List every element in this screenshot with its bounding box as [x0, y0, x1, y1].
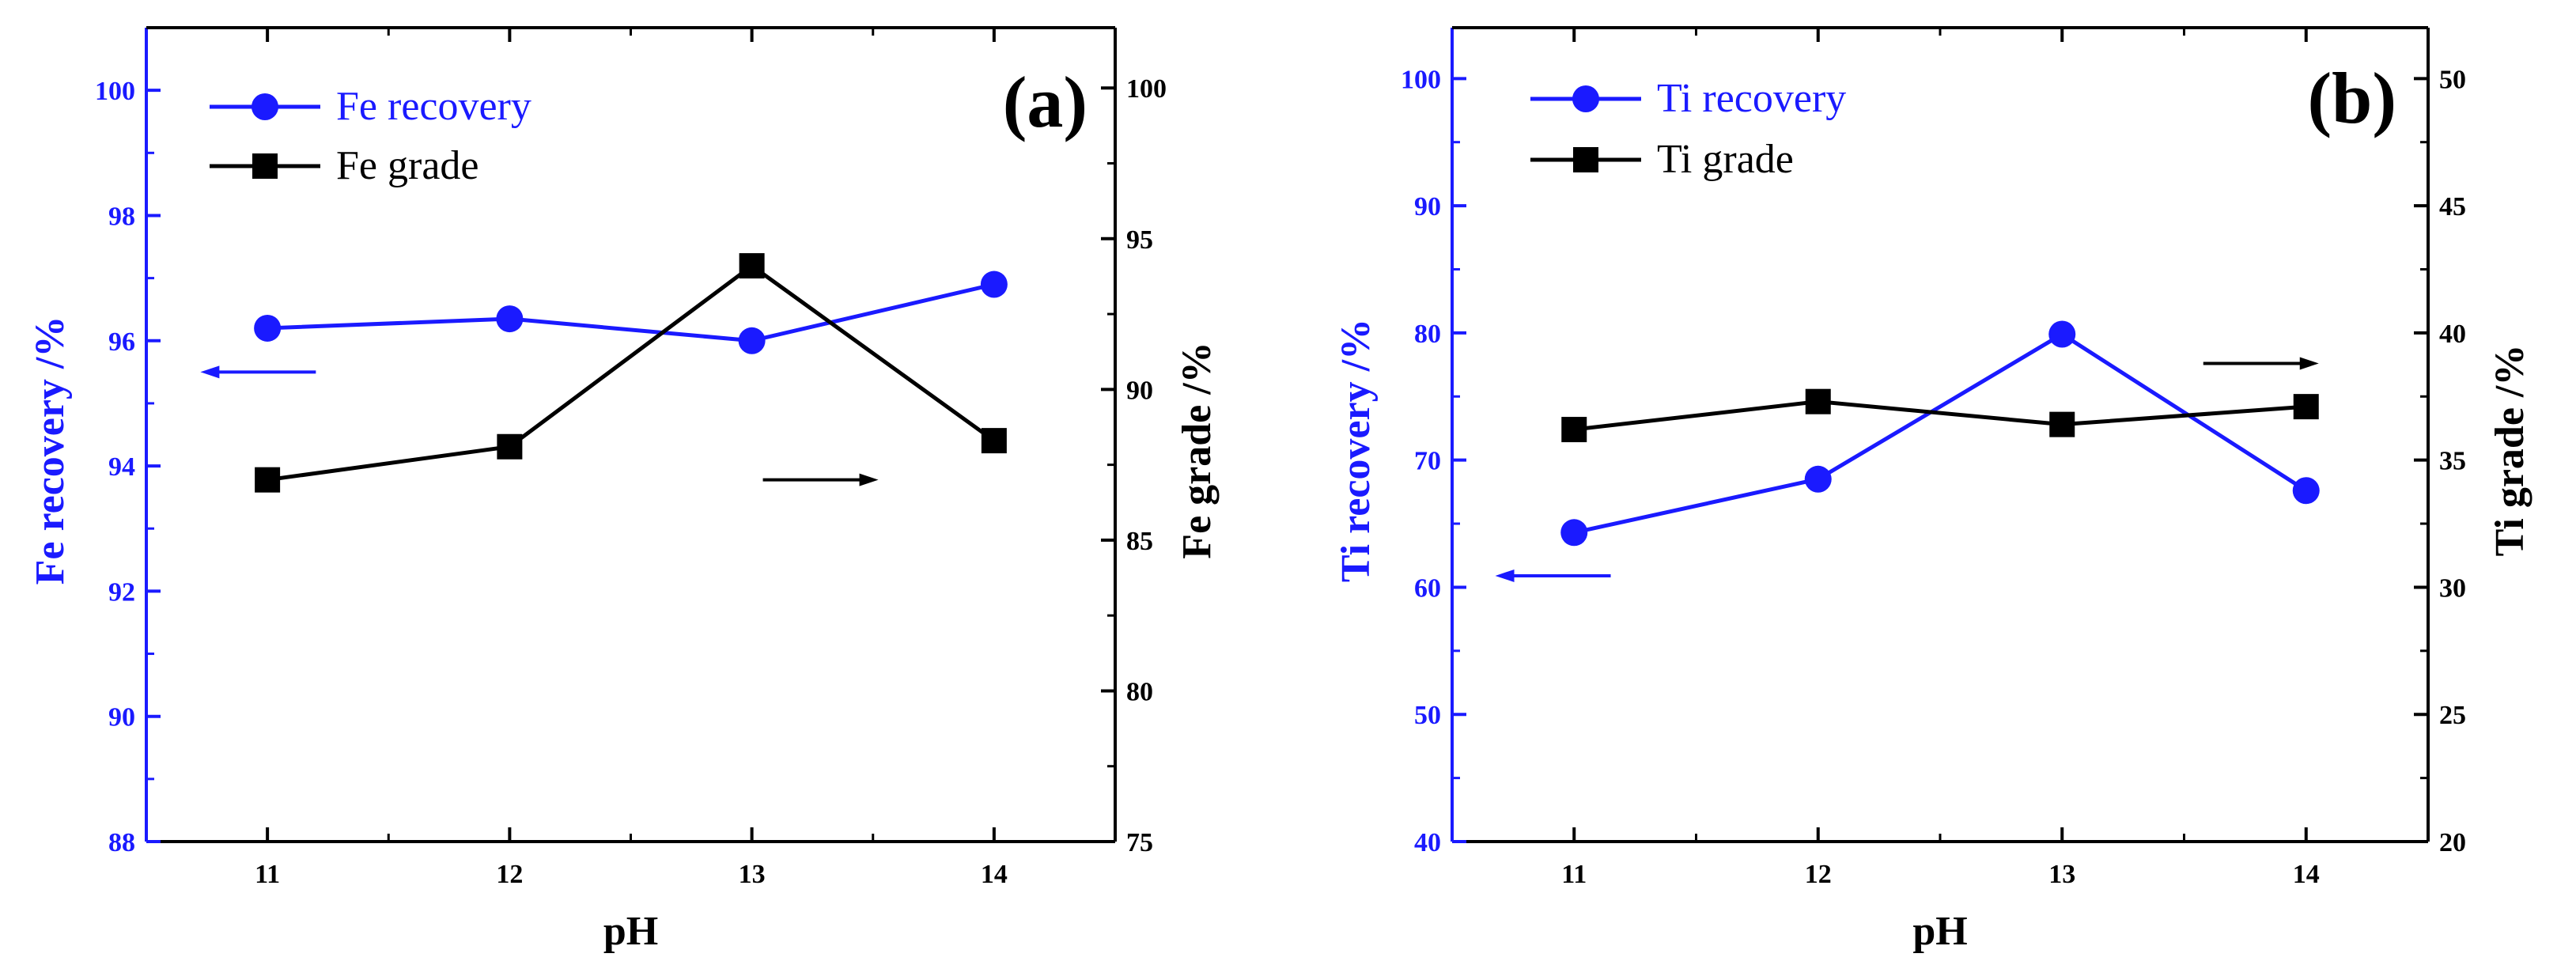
legend-label: Fe grade [336, 143, 479, 188]
legend-label: Ti grade [1657, 137, 1794, 182]
panel-label: (a) [1003, 62, 1088, 142]
y-left-tick-label: 60 [1414, 573, 1441, 603]
data-point-ti-grade [2049, 411, 2075, 437]
y-right-tick-label: 95 [1126, 225, 1153, 255]
x-tick-label: 12 [1805, 860, 1832, 889]
legend-marker [252, 153, 278, 179]
data-point-ti-grade [2293, 394, 2319, 420]
y-right-tick-label: 20 [2439, 828, 2466, 857]
legend-label: Ti recovery [1657, 76, 1846, 121]
data-point-ti-grade [1805, 388, 1831, 414]
y-left-tick-label: 100 [95, 77, 135, 106]
data-point-fe-recovery [254, 314, 282, 342]
chart-panel-a: 11 12 13 14 88 90 92 94 96 98 100 75 80 85 90 95 100 pH Fe… [28, 26, 1220, 954]
y-left-axis-label: Ti recovery /% [1333, 319, 1379, 582]
x-tick-label: 11 [255, 860, 280, 889]
data-point-ti-grade [1561, 417, 1587, 443]
y-right-tick-label: 85 [1126, 527, 1153, 556]
y-right-tick-label: 45 [2439, 192, 2466, 221]
y-right-tick-label: 75 [1126, 828, 1153, 857]
arrow-left-head [200, 365, 220, 379]
y-left-tick-label: 100 [1401, 65, 1441, 94]
arrow-left-head [1495, 569, 1515, 582]
legend-marker [1573, 147, 1598, 172]
y-right-tick-label: 80 [1126, 677, 1153, 706]
y-right-tick-label: 90 [1126, 376, 1153, 405]
y-right-tick-label: 30 [2439, 573, 2466, 603]
y-right-tick-label: 25 [2439, 701, 2466, 730]
y-right-axis-label: Fe grade /% [1175, 342, 1220, 558]
data-point-fe-grade [981, 428, 1007, 454]
x-axis-label: pH [1912, 909, 1967, 954]
y-left-tick-label: 92 [108, 577, 135, 607]
y-left-tick-label: 70 [1414, 447, 1441, 476]
series-line-ti-grade [1573, 399, 2306, 432]
arrow-right-head [859, 473, 879, 486]
y-left-tick-label: 40 [1414, 828, 1441, 857]
y-left-tick-label: 90 [108, 703, 135, 732]
x-tick-label: 13 [739, 860, 766, 889]
y-left-tick-label: 94 [108, 452, 135, 482]
y-left-axis-label: Fe recovery /% [28, 316, 73, 585]
data-point-ti-recovery [1560, 519, 1588, 547]
chart-panel-b: 11 12 13 14 40 50 60 70 80 90 100 20 25 30 35 40 45 50 pH T… [1333, 26, 2532, 954]
panel-label: (b) [2308, 58, 2396, 138]
series-line-ti-recovery [1573, 331, 2308, 535]
x-tick-label: 13 [2048, 860, 2075, 889]
series-line-fe-recovery [267, 282, 995, 343]
y-left-tick-label: 90 [1414, 192, 1441, 221]
y-left-tick-label: 88 [108, 828, 135, 857]
x-tick-label: 11 [1561, 860, 1587, 889]
arrow-right-head [2299, 357, 2319, 370]
data-point-fe-grade [497, 433, 523, 460]
data-point-ti-recovery [1804, 465, 1832, 493]
y-right-tick-label: 40 [2439, 320, 2466, 349]
legend-marker [1572, 85, 1599, 112]
y-right-axis-label: Ti grade /% [2487, 345, 2532, 557]
series-line-fe-grade [267, 263, 996, 482]
data-point-fe-recovery [738, 327, 766, 354]
y-left-tick-label: 80 [1414, 320, 1441, 349]
y-right-tick-label: 100 [1126, 74, 1167, 104]
data-point-fe-recovery [980, 271, 1008, 298]
data-point-fe-recovery [496, 305, 524, 333]
data-point-ti-recovery [2048, 320, 2076, 348]
data-point-fe-grade [739, 253, 765, 279]
y-right-tick-label: 35 [2439, 447, 2466, 476]
data-point-ti-recovery [2292, 477, 2320, 505]
x-tick-label: 14 [2293, 860, 2320, 889]
x-axis-label: pH [603, 909, 658, 954]
y-left-tick-label: 50 [1414, 701, 1441, 730]
y-left-tick-label: 98 [108, 202, 135, 231]
x-tick-label: 12 [496, 860, 523, 889]
data-point-fe-grade [255, 467, 281, 493]
x-tick-label: 14 [981, 860, 1008, 889]
y-left-tick-label: 96 [108, 327, 135, 357]
y-right-tick-label: 50 [2439, 65, 2466, 94]
legend-label: Fe recovery [336, 84, 531, 129]
legend-marker [252, 93, 278, 120]
